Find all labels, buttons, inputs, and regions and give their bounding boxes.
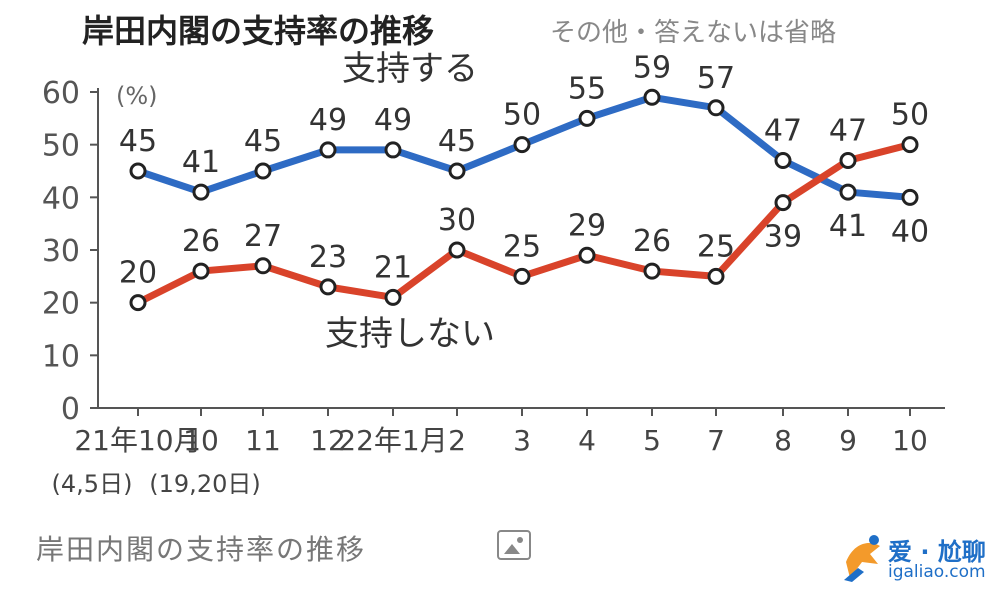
watermark-text: 爱 · 尬聊 [888,538,986,566]
oppose-value-label: 27 [244,219,282,254]
chart-title: 岸田内閣の支持率の推移 [82,12,435,50]
x-tick-label: 3 [513,424,531,457]
support-value-label: 57 [697,61,735,96]
x-tick-label: 12 [310,424,346,457]
y-tick-label: 0 [61,392,80,427]
support-point [774,151,792,169]
chart-subtitle: その他・答えないは省略 [550,18,837,48]
support-point [192,183,210,201]
oppose-value-label: 47 [829,113,867,148]
x-sublabel: (4,5日) [52,470,133,498]
oppose-point [448,241,466,259]
support-value-label: 45 [119,124,157,159]
oppose-point [901,136,919,154]
support-point [901,188,919,206]
support-value-label: 45 [244,124,282,159]
x-tick-label: 2 [448,424,466,457]
support-point [319,141,337,159]
y-tick-label: 30 [42,234,80,269]
image-caption: 岸田内閣の支持率の推移 [36,533,367,566]
support-value-label: 55 [568,71,606,106]
oppose-point [643,262,661,280]
x-tick-label: 21年10月 [74,424,201,457]
support-point [129,162,147,180]
y-tick-label: 20 [42,287,80,322]
support-point [384,141,402,159]
oppose-value-label: 25 [503,229,541,264]
y-tick-label: 60 [42,76,80,111]
support-value-label: 59 [633,50,671,85]
x-tick-label: 7 [707,424,725,457]
support-value-label: 40 [891,214,929,249]
oppose-point [319,278,337,296]
watermark: 爱 · 尬聊 igaliao.com [840,530,990,590]
support-point [643,88,661,106]
support-point [254,162,272,180]
legend-support: 支持する [342,49,478,89]
oppose-point [192,262,210,280]
support-value-label: 49 [309,103,347,138]
x-tick-label: 5 [643,424,661,457]
x-tick-label: 22年1月 [338,424,447,457]
oppose-value-label: 26 [633,224,671,259]
x-tick-label: 4 [578,424,596,457]
support-value-label: 41 [829,209,867,244]
oppose-value-label: 20 [119,256,157,291]
support-value-label: 41 [182,145,220,180]
oppose-point [707,267,725,285]
x-tick-label: 8 [774,424,792,457]
x-tick-label: 9 [839,424,857,457]
support-point [839,183,857,201]
oppose-value-label: 29 [568,208,606,243]
support-value-label: 47 [764,113,802,148]
watermark-url: igaliao.com [888,562,986,582]
oppose-point [129,294,147,312]
x-tick-label: 10 [183,424,219,457]
oppose-point [384,288,402,306]
oppose-value-label: 25 [697,229,735,264]
support-value-label: 49 [374,103,412,138]
oppose-point [839,151,857,169]
oppose-value-label: 50 [891,98,929,133]
y-tick-label: 50 [42,129,80,164]
support-value-label: 45 [438,124,476,159]
oppose-point [578,246,596,264]
support-value-label: 50 [503,98,541,133]
image-icon[interactable] [497,530,531,560]
oppose-point [513,267,531,285]
support-point [448,162,466,180]
x-sublabel: (19,20日) [149,470,260,498]
oppose-value-label: 39 [764,220,802,255]
y-tick-label: 10 [42,339,80,374]
legend-oppose: 支持しない [325,314,495,354]
support-point [578,109,596,127]
oppose-value-label: 21 [374,250,412,285]
oppose-point [774,194,792,212]
watermark-logo-icon [844,535,880,582]
oppose-point [254,257,272,275]
y-tick-label: 40 [42,181,80,216]
x-tick-label: 11 [245,424,281,457]
oppose-value-label: 23 [309,240,347,275]
support-point [707,99,725,117]
support-point [513,136,531,154]
y-axis-label: (%) [116,82,158,110]
x-tick-label: 10 [892,424,928,457]
oppose-value-label: 30 [438,203,476,238]
oppose-value-label: 26 [182,224,220,259]
